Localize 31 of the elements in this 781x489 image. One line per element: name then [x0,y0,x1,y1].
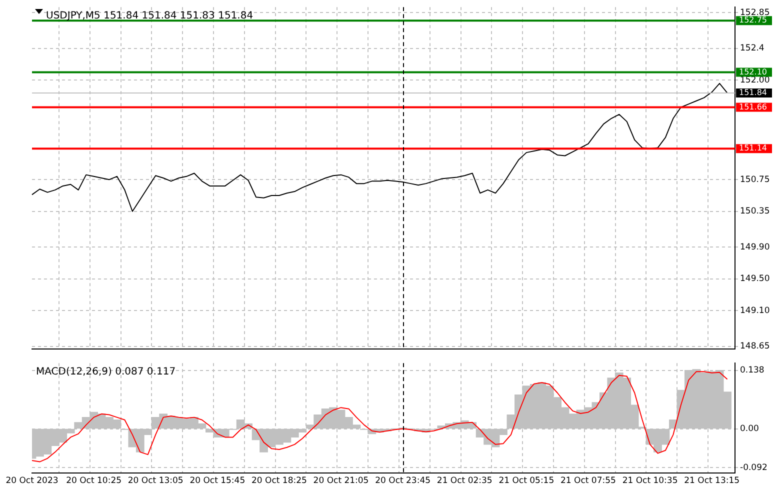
chart-title: USDJPY,M5 151.84 151.84 151.83 151.84 [46,10,254,22]
x-tick-label: 20 Oct 18:25 [252,476,307,486]
ref-line-label: 151.84 [739,88,767,98]
ref-line-label: 151.14 [739,144,767,153]
y-tick-label: 150.35 [740,206,770,217]
x-tick-label: 21 Oct 05:15 [498,476,554,486]
y-tick-label: 152.00 [740,75,770,86]
y-tick-label: 148.65 [740,342,770,352]
y-tick-label: 149.10 [740,306,770,316]
x-tick-label: 20 Oct 13:05 [128,476,184,486]
y-tick-label: 149.50 [740,274,770,284]
x-tick-label: 21 Oct 10:35 [622,476,678,486]
y-tick-label: 152.4 [740,44,764,54]
x-tick-label: 21 Oct 13:15 [684,476,740,486]
ref-line-label: 151.66 [739,102,767,112]
ref-line-label: 152.10 [739,67,767,76]
ref-line-label: 152.75 [739,16,767,25]
y-tick-label: 0.138 [740,366,764,376]
x-tick-label: 20 Oct 15:45 [190,476,246,486]
x-tick-label: 21 Oct 02:35 [436,476,492,486]
x-tick-label: 21 Oct 07:55 [560,476,616,486]
y-tick-label: 0.00 [740,424,759,434]
y-tick-label: 152.85 [740,8,770,18]
x-tick-label: 20 Oct 23:45 [375,476,431,486]
y-tick-label: 150.75 [740,174,770,185]
x-tick-label: 20 Oct 21:05 [313,476,369,486]
chart-title: MACD(12,26,9) 0.087 0.117 [36,366,176,378]
x-tick-label: 20 Oct 2023 [6,476,58,486]
y-tick-label: 149.90 [740,242,770,252]
y-tick-label: -0.092 [740,462,768,473]
x-tick-label: 20 Oct 10:25 [66,476,122,486]
